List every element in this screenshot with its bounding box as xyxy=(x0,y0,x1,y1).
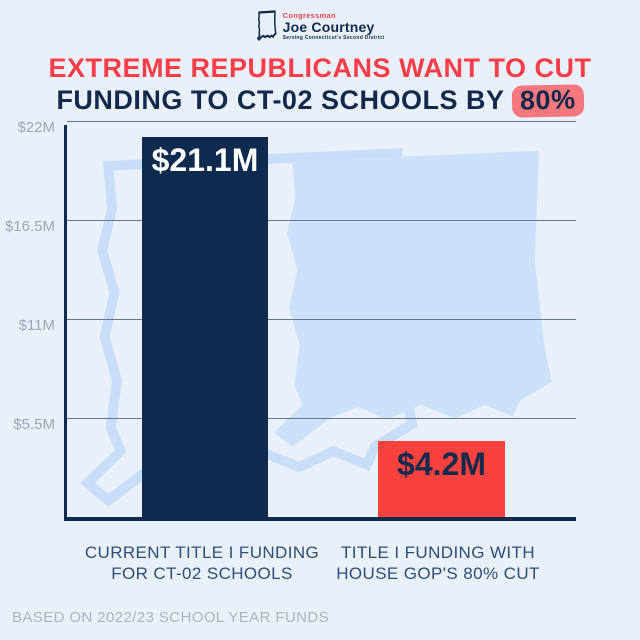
y-axis-tick-label: $16.5M xyxy=(4,218,55,235)
logo-name: Joe Courtney xyxy=(282,18,375,35)
bar-gop-cut-funding: $4.2M xyxy=(378,441,505,517)
y-axis-tick-label: $5.5M xyxy=(13,416,55,433)
x-axis-label-current-line1: CURRENT TITLE I FUNDING xyxy=(84,543,320,562)
x-axis-label-cut-line1: TITLE I FUNDING WITH xyxy=(340,543,536,562)
plot-area: $21.1M $4.2M xyxy=(64,121,576,521)
headline-line2: FUNDING TO CT-02 SCHOOLS BY 80% xyxy=(0,84,640,118)
x-axis-label-current-line2: FOR CT-02 SCHOOLS xyxy=(111,564,293,583)
footnote: BASED ON 2022/23 SCHOOL YEAR FUNDS xyxy=(12,609,330,626)
bar-value-label-current: $21.1M xyxy=(151,142,259,179)
headline-line2-text: FUNDING TO CT-02 SCHOOLS BY xyxy=(56,85,512,115)
bar-value-label-cut: $4.2M xyxy=(397,446,486,483)
headline-line1: EXTREME REPUBLICANS WANT TO CUT xyxy=(48,53,592,83)
gridline xyxy=(67,121,576,122)
connecticut-outline-icon xyxy=(256,10,277,41)
bar-current-funding: $21.1M xyxy=(142,137,268,517)
y-axis-labels: $22M $16.5M $11M $5.5M xyxy=(0,119,55,521)
highlighted-80-percent: 80% xyxy=(511,84,584,118)
logo-congressman-label: Congressman xyxy=(282,10,336,20)
x-axis-label-cut: TITLE I FUNDING WITH HOUSE GOP'S 80% CUT xyxy=(288,542,588,584)
logo-tagline: Serving Connecticut's Second District xyxy=(282,34,385,41)
x-axis-label-current: CURRENT TITLE I FUNDING FOR CT-02 SCHOOL… xyxy=(52,542,352,584)
x-axis-label-cut-line2: HOUSE GOP'S 80% CUT xyxy=(336,564,540,583)
y-axis-tick-label: $11M xyxy=(18,317,55,334)
y-axis-tick-label: $22M xyxy=(17,119,55,136)
logo-text: Congressman Joe Courtney Serving Connect… xyxy=(283,11,385,41)
logo: Congressman Joe Courtney Serving Connect… xyxy=(0,10,640,41)
connecticut-map-filled xyxy=(274,150,552,447)
